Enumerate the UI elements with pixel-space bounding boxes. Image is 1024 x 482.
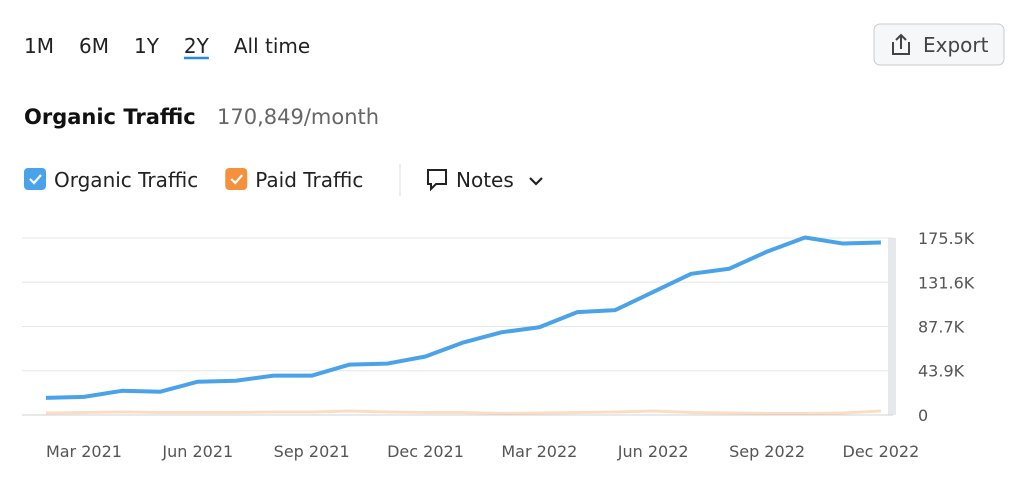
- legend-checkbox[interactable]: [225, 168, 248, 190]
- legend-checkbox[interactable]: [24, 168, 46, 190]
- legend-label[interactable]: Organic Traffic: [54, 168, 198, 192]
- series-line: [45, 235, 881, 400]
- series-line: [45, 409, 881, 415]
- chart-subtitle: 170,849/month: [217, 105, 379, 129]
- y-tick-label: 175.5K: [918, 229, 975, 248]
- period-button[interactable]: 1Y: [134, 34, 160, 58]
- x-tick-label: Sep 2021: [274, 442, 350, 461]
- period-button[interactable]: 2Y: [184, 34, 210, 58]
- x-tick-label: Jun 2022: [617, 442, 689, 461]
- notes-chevron[interactable]: [529, 177, 543, 186]
- period-button[interactable]: 1M: [24, 34, 54, 58]
- x-tick-label: Dec 2021: [387, 442, 464, 461]
- x-tick-label: Sep 2022: [729, 442, 805, 461]
- x-tick-label: Mar 2021: [46, 442, 122, 461]
- y-tick-label: 43.9K: [918, 362, 965, 381]
- export-icon: [892, 33, 910, 55]
- x-tick-label: Dec 2022: [843, 442, 920, 461]
- x-tick-label: Jun 2021: [161, 442, 233, 461]
- y-tick-label: 87.7K: [918, 318, 965, 337]
- notes-label[interactable]: Notes: [456, 168, 514, 192]
- y-tick-label: 131.6K: [918, 273, 975, 292]
- chart-title: Organic Traffic: [24, 105, 196, 129]
- export-label[interactable]: Export: [923, 33, 989, 57]
- notes-icon: [427, 169, 447, 192]
- legend-label[interactable]: Paid Traffic: [255, 168, 363, 192]
- x-tick-label: Mar 2022: [501, 442, 577, 461]
- y-tick-label: 0: [918, 406, 928, 425]
- legend-check: [29, 174, 42, 185]
- period-button[interactable]: 6M: [79, 34, 109, 58]
- period-button[interactable]: All time: [234, 34, 310, 58]
- legend-check: [230, 174, 244, 185]
